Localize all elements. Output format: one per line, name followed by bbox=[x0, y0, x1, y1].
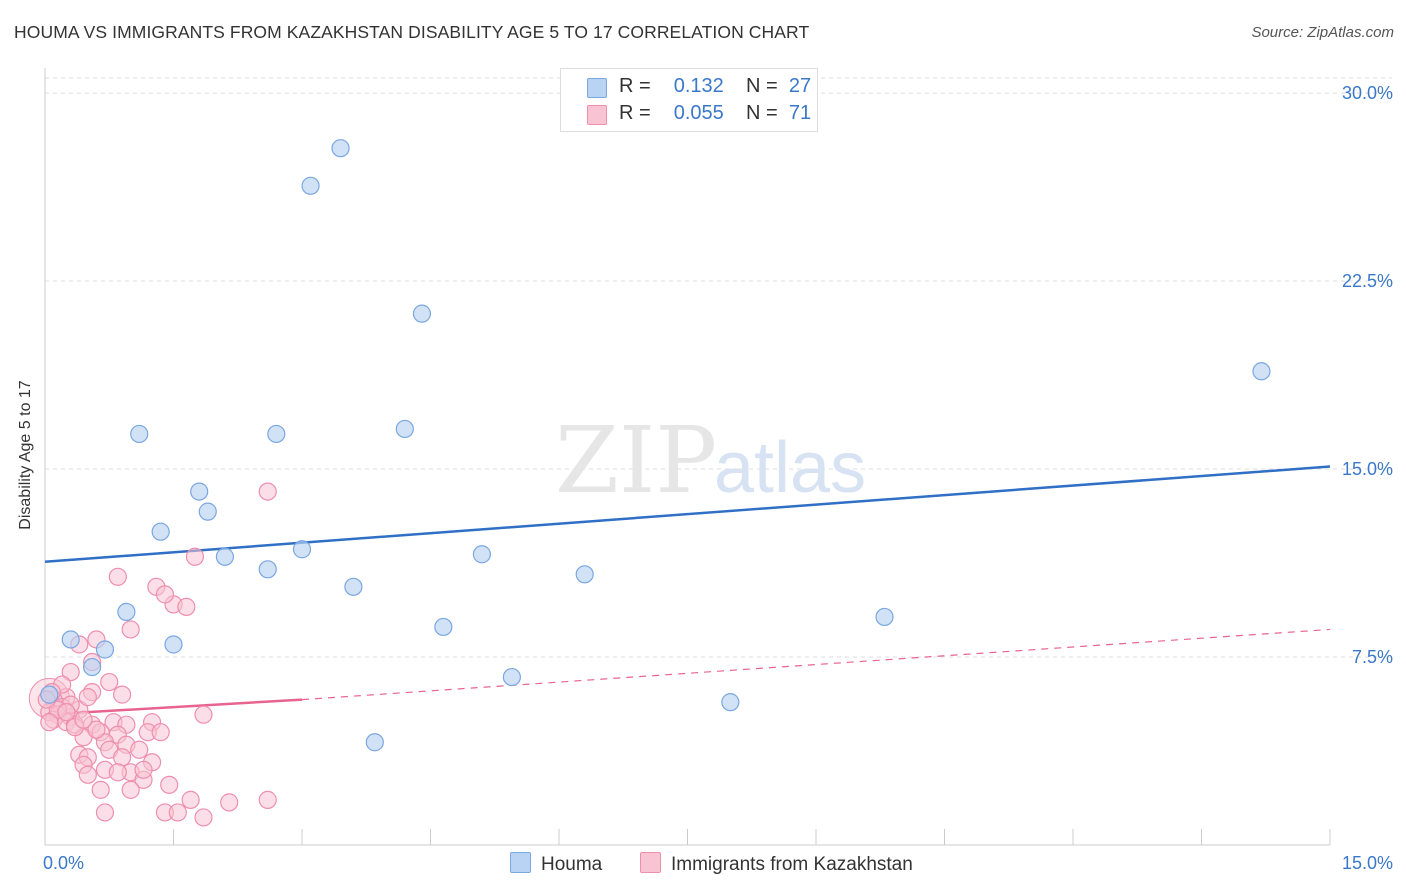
houma-point bbox=[434, 617, 453, 637]
kazakhstan-point bbox=[177, 597, 196, 616]
zipatlas-watermark: ZIP atlas bbox=[555, 407, 866, 514]
houma-trend-line bbox=[44, 465, 1331, 564]
kazakhstan-point bbox=[95, 803, 115, 822]
houma-point bbox=[267, 424, 286, 444]
kazakhstan-point bbox=[78, 688, 97, 707]
bottom-legend-label-houma: Houma bbox=[541, 854, 603, 875]
houma-point bbox=[721, 693, 740, 712]
x-tick-label: 15.0% bbox=[1342, 853, 1393, 873]
y-axis-label: Disability Age 5 to 17 bbox=[17, 380, 34, 530]
kazakhstan-point bbox=[78, 765, 97, 784]
houma-point bbox=[198, 502, 217, 521]
houma-point bbox=[365, 733, 384, 752]
houma-point bbox=[412, 304, 432, 323]
houma-point bbox=[292, 540, 312, 559]
kazakhstan-point bbox=[160, 775, 179, 794]
houma-point bbox=[472, 545, 491, 564]
kazakhstan-point bbox=[194, 705, 213, 724]
watermark-atlas: atlas bbox=[714, 428, 866, 508]
kazakhstan-point bbox=[181, 790, 200, 809]
source-label: Source: ZipAtlas.com bbox=[1251, 24, 1394, 41]
houma-point bbox=[130, 424, 149, 444]
bottom-legend-label-kazakhstan: Immigrants from Kazakhstan bbox=[671, 854, 913, 875]
legend-swatch-houma bbox=[587, 78, 607, 98]
houma-point bbox=[95, 640, 115, 659]
bottom-legend-kazakhstan: Immigrants from Kazakhstan bbox=[640, 852, 913, 876]
houma-point bbox=[395, 419, 414, 439]
watermark-zip: ZIP bbox=[555, 407, 717, 514]
bottom-swatch-kazakhstan bbox=[640, 852, 661, 873]
legend-swatch-kazakhstan bbox=[587, 105, 607, 125]
bottom-swatch-houma bbox=[510, 852, 531, 873]
chart-title: HOUMA VS IMMIGRANTS FROM KAZAKHSTAN DISA… bbox=[14, 22, 810, 42]
kazakhstan-point bbox=[61, 662, 80, 682]
stats-legend: R = 0.132 N = 27 R = 0.055 N = 71 bbox=[560, 68, 818, 132]
kazakhstan-point bbox=[40, 713, 59, 732]
kazakhstan-point bbox=[168, 803, 187, 822]
houma-point bbox=[40, 685, 59, 704]
legend-n-label: N = bbox=[746, 75, 778, 97]
kazakhstan-point bbox=[74, 710, 93, 729]
x-tick-label: 0.0% bbox=[43, 853, 84, 873]
houma-point bbox=[215, 547, 234, 566]
kazakhstan-point bbox=[121, 780, 140, 799]
houma-point bbox=[190, 482, 209, 501]
kazakhstan-point bbox=[220, 793, 239, 812]
data-points bbox=[28, 139, 1271, 827]
y-tick-label: 7.5% bbox=[1352, 647, 1393, 667]
kazakhstan-point bbox=[57, 703, 76, 722]
kazakhstan-trend-dashed bbox=[301, 628, 1331, 701]
kazakhstan-point bbox=[112, 748, 132, 767]
y-tick-label: 22.5% bbox=[1342, 271, 1393, 291]
kazakhstan-point bbox=[151, 723, 170, 742]
kazakhstan-point bbox=[155, 585, 175, 604]
houma-point bbox=[164, 635, 183, 654]
kazakhstan-point bbox=[134, 760, 153, 779]
kazakhstan-point bbox=[100, 672, 119, 692]
houma-point bbox=[117, 602, 136, 622]
kazakhstan-point bbox=[108, 567, 127, 586]
legend-r-value: 0.055 bbox=[673, 102, 724, 124]
legend-n-label: N = bbox=[746, 102, 778, 124]
legend-r-value: 0.132 bbox=[673, 75, 724, 97]
y-tick-label: 30.0% bbox=[1342, 83, 1393, 103]
houma-point bbox=[301, 176, 320, 195]
houma-point bbox=[151, 522, 170, 541]
kazakhstan-point bbox=[108, 763, 127, 782]
legend-r-label: R = bbox=[619, 102, 651, 124]
grid-lines bbox=[45, 77, 1392, 658]
kazakhstan-point bbox=[185, 547, 205, 566]
houma-point bbox=[61, 630, 80, 649]
houma-point bbox=[502, 667, 521, 687]
kazakhstan-point bbox=[194, 808, 213, 827]
houma-point bbox=[1252, 362, 1271, 381]
houma-point bbox=[875, 607, 894, 627]
houma-point bbox=[344, 577, 363, 596]
houma-point bbox=[83, 657, 102, 677]
kazakhstan-point bbox=[258, 482, 277, 501]
bottom-legend-houma: Houma bbox=[510, 852, 602, 876]
y-tick-label: 15.0% bbox=[1342, 459, 1393, 479]
houma-point bbox=[575, 565, 594, 584]
tick-labels: 7.5% 15.0% 22.5% 30.0% 0.0% 15.0% bbox=[43, 83, 1393, 873]
houma-point bbox=[331, 139, 350, 158]
kazakhstan-point bbox=[121, 620, 140, 639]
legend-n-value: 71 bbox=[788, 102, 812, 124]
kazakhstan-point bbox=[91, 780, 110, 799]
kazakhstan-point bbox=[130, 740, 149, 759]
kazakhstan-point bbox=[112, 685, 132, 704]
legend-n-value: 27 bbox=[788, 75, 812, 97]
kazakhstan-point bbox=[87, 720, 106, 739]
houma-point bbox=[258, 560, 277, 579]
kazakhstan-point bbox=[258, 790, 277, 809]
legend-r-label: R = bbox=[619, 75, 651, 97]
